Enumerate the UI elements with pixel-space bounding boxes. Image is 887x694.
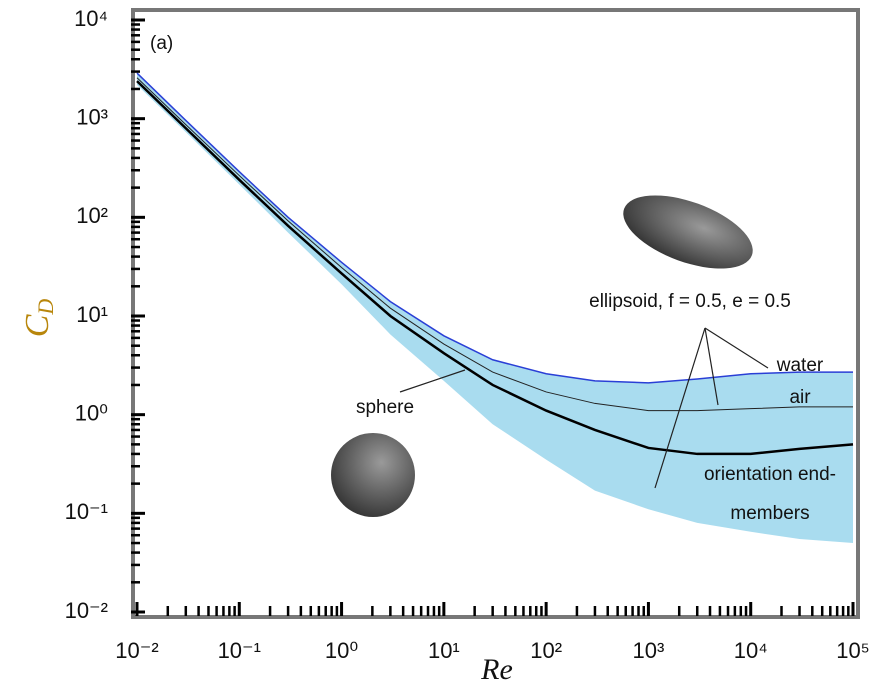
x-tick-label: 10⁻¹ xyxy=(218,638,261,663)
y-axis-label-sub: D xyxy=(33,299,58,316)
x-tick-label: 10⁵ xyxy=(836,638,870,663)
ellipsoid-illustration xyxy=(623,195,753,269)
panel-label: (a) xyxy=(150,33,173,54)
frame xyxy=(131,8,860,619)
y-tick-label: 10⁰ xyxy=(75,400,108,425)
x-tick-label: 10⁴ xyxy=(734,638,768,663)
y-tick-label: 10⁻² xyxy=(65,598,108,623)
y-axis-label-main: C xyxy=(19,314,56,337)
line xyxy=(136,77,853,412)
y-tick-label: 10⁻¹ xyxy=(65,499,108,524)
y-tick-label: 10⁴ xyxy=(74,6,108,31)
series-label: water xyxy=(776,355,824,376)
series-label: sphere xyxy=(356,397,414,418)
band-label: orientation end-members xyxy=(703,464,837,524)
line xyxy=(136,72,853,384)
y-tick-label: 10² xyxy=(76,203,108,228)
x-tick-label: 10⁰ xyxy=(325,638,358,663)
band-label-box: orientation end-members xyxy=(703,464,837,524)
series-label: air xyxy=(789,387,811,408)
x-tick-label: 10² xyxy=(530,638,562,663)
x-tick-label: 10³ xyxy=(633,638,665,663)
x-tick-label: 10⁻² xyxy=(115,638,158,663)
y-tick-label: 10¹ xyxy=(76,302,108,327)
y-axis-label: CD xyxy=(19,299,58,338)
ellipsoid-label: ellipsoid, f = 0.5, e = 0.5 xyxy=(589,291,791,312)
line xyxy=(136,80,854,456)
sphere-illustration xyxy=(331,433,415,517)
x-tick-label: 10¹ xyxy=(428,638,460,663)
y-tick-label: 10³ xyxy=(76,104,108,129)
leader-lines xyxy=(399,327,769,489)
x-axis-label: Re xyxy=(480,653,513,686)
